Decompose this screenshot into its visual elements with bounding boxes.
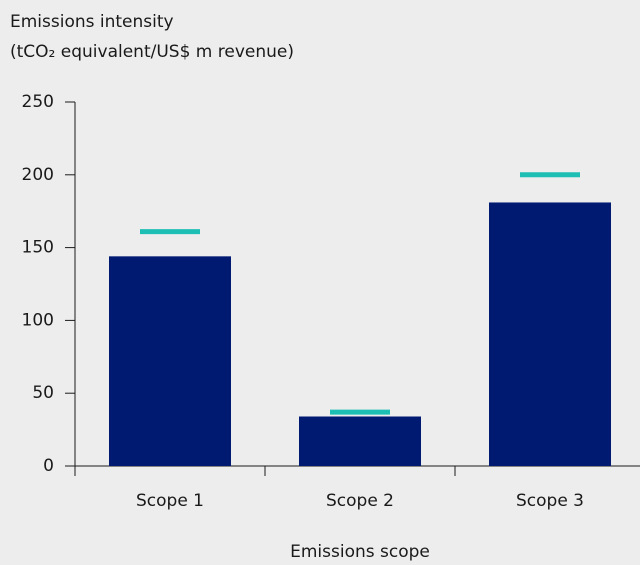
y-tick-label: 0 bbox=[43, 456, 54, 476]
y-tick-label: 100 bbox=[22, 310, 54, 330]
chart-title: Emissions intensity bbox=[10, 12, 174, 32]
x-tick-label: Scope 1 bbox=[136, 491, 204, 511]
y-tick-label: 200 bbox=[22, 165, 54, 185]
x-tick-label: Scope 3 bbox=[516, 491, 584, 511]
y-tick-label: 150 bbox=[22, 238, 54, 258]
chart-subtitle: (tCO₂ equivalent/US$ m revenue) bbox=[10, 42, 294, 62]
y-tick-label: 50 bbox=[32, 383, 54, 403]
x-axis-title: Emissions scope bbox=[290, 542, 430, 562]
y-tick-label: 250 bbox=[22, 92, 54, 112]
x-tick-label: Scope 2 bbox=[326, 491, 394, 511]
bar bbox=[489, 202, 611, 467]
bar bbox=[299, 416, 421, 466]
bar bbox=[109, 256, 231, 466]
